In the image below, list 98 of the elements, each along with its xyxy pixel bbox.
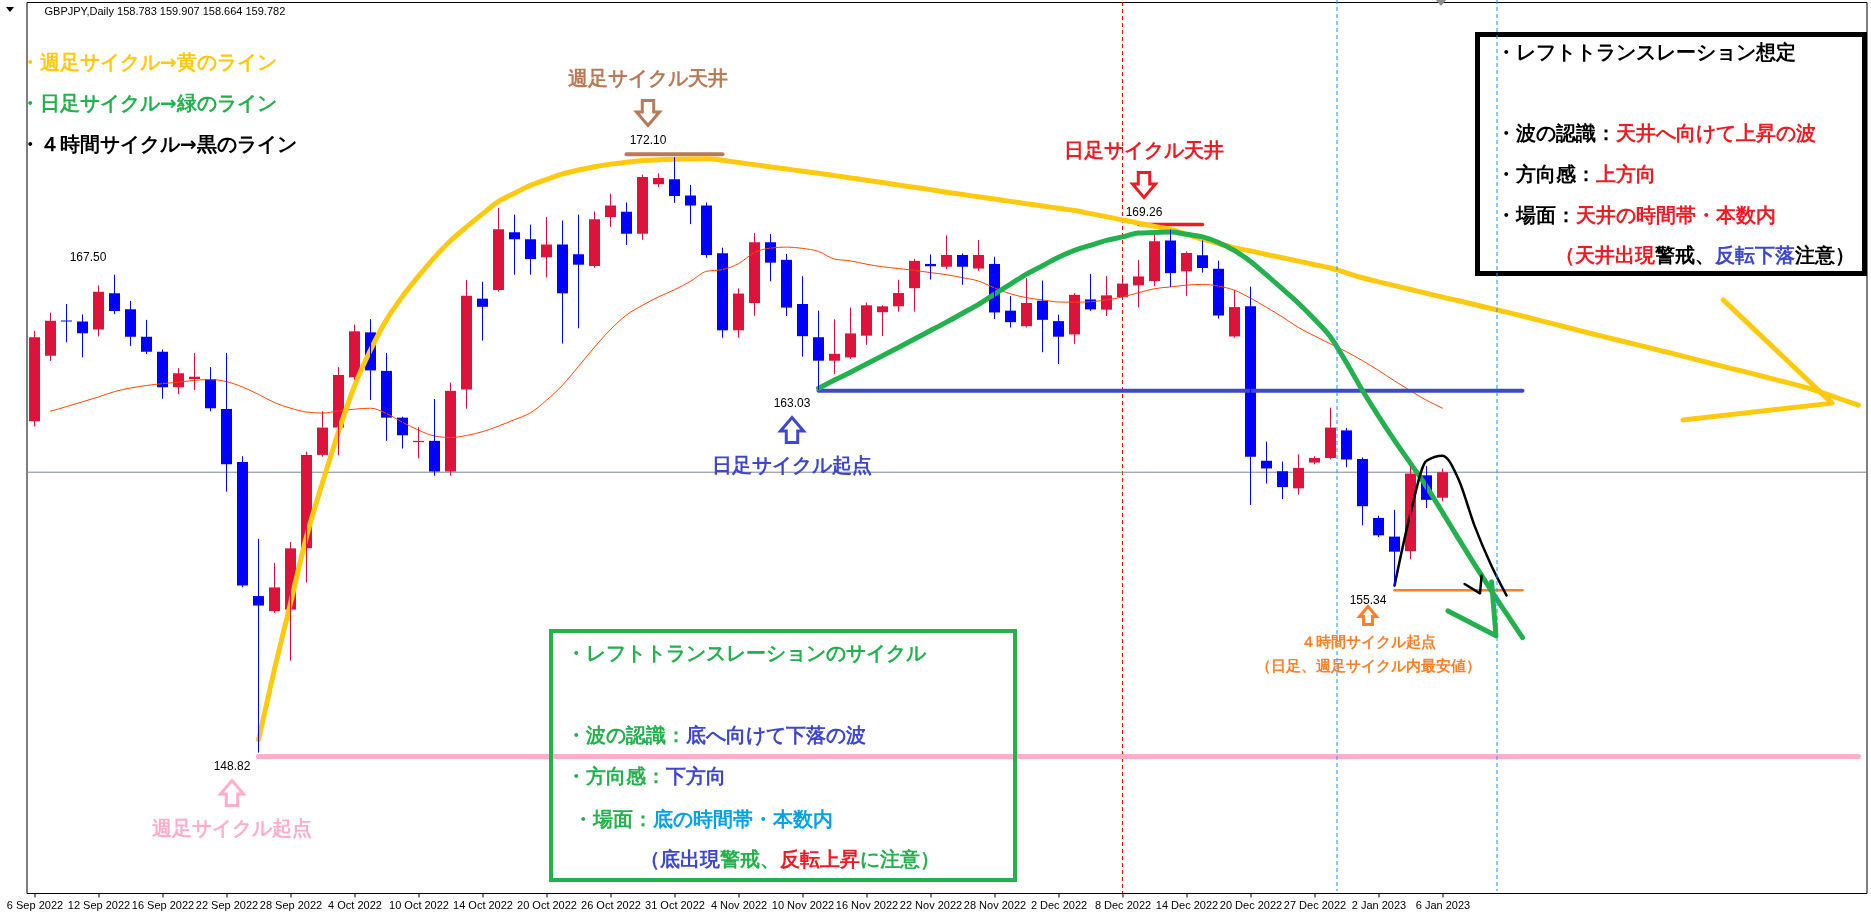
text: ・４時間サイクル→黒のライン [20,131,297,157]
annotation: ・場面：底の時間帯・本数内 [573,806,833,831]
annotation: 週足サイクル起点 [152,815,312,841]
annotation: （日足、週足サイクル内最安値） [1255,656,1481,676]
annotation: 163.03 [773,395,811,411]
annotation: ・方向感：上方向 [1496,161,1656,186]
x-tick-label: 22 Sep 2022 [195,898,259,911]
candlestick [1277,461,1288,500]
candlestick [605,193,616,227]
candlestick [957,253,968,285]
x-tick-label: 16 Nov 2022 [835,898,899,911]
x-tick-label: 27 Dec 2022 [1283,898,1347,911]
x-tick-label: 12 Sep 2022 [67,898,131,911]
candlestick [845,307,856,359]
candlestick [669,157,680,203]
candlestick [573,214,584,329]
candlestick [45,312,56,361]
candlestick [1357,457,1368,526]
x-tick-label: 14 Oct 2022 [453,898,513,911]
candlestick [77,314,88,358]
chart-title: GBPJPY,Daily 158.783 159.907 158.664 159.782 [44,5,286,17]
candlestick [1037,280,1048,353]
candlestick [1149,234,1160,286]
candlestick [797,276,808,357]
annotation: （天井出現警戒、反転下落注意） [1555,242,1855,267]
candlestick [1165,229,1176,287]
candlestick [1053,314,1064,365]
candlestick [525,224,536,275]
candlestick [1341,428,1352,468]
candlestick [637,174,648,240]
candlestick [1197,240,1208,273]
x-tick-label: 2 Jan 2023 [1351,898,1407,911]
candlestick [125,300,136,346]
annotation: 日足サイクル天井 [1064,137,1224,163]
x-tick-label: 8 Dec 2022 [1094,898,1152,911]
candlestick [877,305,888,336]
candlestick [509,214,520,275]
text: ・日足サイクル→緑のライン [20,90,277,116]
x-tick-label: 20 Dec 2022 [1219,898,1283,911]
x-tick-label: 14 Dec 2022 [1155,898,1219,911]
x-tick-label: 6 Jan 2023 [1415,898,1471,911]
annotation: 148.82 [213,758,251,774]
candlestick [1229,289,1240,338]
candlestick [1437,468,1448,502]
annotation: 172.10 [629,132,667,148]
candlestick [781,253,792,317]
candlestick [973,239,984,271]
candlestick [1309,456,1320,465]
x-tick-label: 10 Nov 2022 [771,898,835,911]
annotation: ・レフトトランスレーション想定 [1496,39,1796,64]
candlestick [829,319,840,374]
x-tick-label: 20 Oct 2022 [517,898,577,911]
x-tick-label: 31 Oct 2022 [645,898,705,911]
x-tick-label: 4 Oct 2022 [328,898,382,911]
candlestick [93,285,104,337]
candlestick [1389,509,1400,587]
candlestick [701,202,712,258]
annotation: 週足サイクル天井 [568,65,728,91]
candlestick [237,456,248,588]
candlestick [317,411,328,457]
candlestick [461,280,472,409]
candlestick [1021,277,1032,328]
x-tick-label: 28 Nov 2022 [963,898,1027,911]
annotation: 169.26 [1125,204,1163,220]
annotation: ・場面：天井の時間帯・本数内 [1496,202,1776,227]
candlestick [253,538,264,753]
candlestick [493,207,504,292]
candlestick [621,202,632,246]
x-tick-label: 10 Oct 2022 [389,898,449,911]
annotation: ４時間サイクル起点 [1300,632,1436,652]
annotation: 155.34 [1349,592,1387,608]
candlestick [1133,259,1144,308]
annotation: ・波の認識：天井へ向けて上昇の波 [1496,120,1816,145]
candlestick [589,211,600,268]
candlestick [141,319,152,355]
x-tick-label: 22 Nov 2022 [899,898,963,911]
candlestick [813,310,824,390]
annotation: ・方向感：下方向 [566,763,726,788]
candlestick [269,562,280,613]
candlestick [861,302,872,345]
candlestick [557,220,568,344]
candlestick [109,274,120,315]
annotation: ・レフトトランスレーションのサイクル [566,640,926,665]
candlestick [1325,407,1336,460]
annotation: ・波の認識：底へ向けて下落の波 [566,722,866,747]
x-tick-label: 6 Sep 2022 [6,898,64,911]
x-tick-label: 2 Dec 2022 [1030,898,1088,911]
x-tick-label: 26 Oct 2022 [581,898,641,911]
candlestick [29,330,40,427]
annotation: 167.50 [69,249,107,265]
candlestick [221,353,232,492]
x-tick-label: 16 Sep 2022 [131,898,195,911]
x-tick-label: 4 Nov 2022 [710,898,768,911]
candlestick [941,235,952,270]
x-tick-label: 28 Sep 2022 [259,898,323,911]
annotation: （底出現警戒、反転上昇に注意） [640,846,940,871]
text: ・週足サイクル→黄のライン [20,49,277,75]
annotation: 日足サイクル起点 [712,452,872,478]
